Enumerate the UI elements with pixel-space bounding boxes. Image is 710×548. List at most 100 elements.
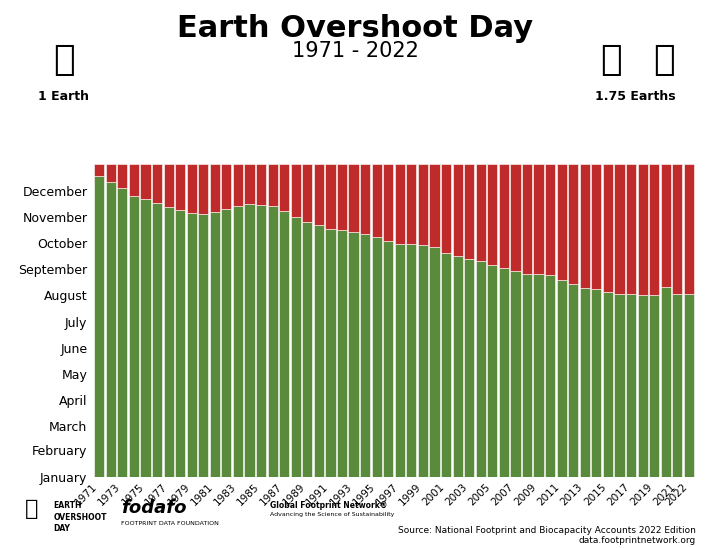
Bar bbox=[152, 203, 162, 477]
Bar bbox=[383, 241, 393, 477]
Bar bbox=[464, 164, 474, 259]
Bar bbox=[487, 164, 498, 265]
Bar bbox=[187, 213, 197, 477]
Bar bbox=[290, 164, 301, 218]
Bar bbox=[614, 294, 625, 477]
Bar bbox=[117, 164, 128, 187]
Text: FOOTPRINT DATA FOUNDATION: FOOTPRINT DATA FOUNDATION bbox=[121, 521, 219, 526]
Bar bbox=[487, 265, 498, 477]
Bar bbox=[117, 187, 128, 477]
Bar bbox=[499, 268, 509, 477]
Bar bbox=[533, 274, 544, 477]
Bar bbox=[349, 232, 359, 477]
Bar bbox=[314, 164, 324, 225]
Bar bbox=[209, 212, 220, 477]
Bar bbox=[557, 164, 567, 280]
Bar bbox=[198, 214, 208, 477]
Text: Global Footprint Network®: Global Footprint Network® bbox=[270, 501, 387, 510]
Bar bbox=[222, 209, 231, 477]
Bar bbox=[614, 164, 625, 294]
Bar bbox=[129, 164, 139, 196]
Bar bbox=[441, 253, 451, 477]
Bar bbox=[337, 164, 347, 230]
Bar bbox=[268, 164, 278, 207]
Bar bbox=[141, 198, 151, 477]
Bar bbox=[371, 164, 382, 237]
Bar bbox=[152, 164, 162, 203]
Bar bbox=[499, 164, 509, 268]
Bar bbox=[256, 164, 266, 204]
Bar bbox=[94, 176, 104, 477]
Bar bbox=[106, 164, 116, 181]
Bar bbox=[406, 164, 417, 244]
Bar bbox=[302, 164, 312, 222]
Bar bbox=[684, 294, 694, 477]
Bar bbox=[325, 164, 336, 229]
Bar bbox=[476, 164, 486, 261]
Bar bbox=[383, 164, 393, 241]
Bar bbox=[557, 280, 567, 477]
Bar bbox=[187, 164, 197, 213]
Bar bbox=[371, 237, 382, 477]
Bar bbox=[430, 164, 439, 247]
Bar bbox=[209, 164, 220, 212]
Bar bbox=[649, 295, 660, 477]
Bar bbox=[418, 245, 428, 477]
Bar bbox=[406, 244, 417, 477]
Bar bbox=[337, 230, 347, 477]
Bar bbox=[545, 164, 555, 275]
Text: 1971 - 2022: 1971 - 2022 bbox=[292, 41, 418, 61]
Text: fodafo: fodafo bbox=[121, 499, 186, 517]
Bar bbox=[638, 164, 648, 295]
Bar bbox=[522, 164, 532, 274]
Bar bbox=[545, 275, 555, 477]
Bar bbox=[198, 164, 208, 214]
Bar bbox=[175, 164, 185, 210]
Bar bbox=[649, 164, 660, 295]
Bar bbox=[314, 225, 324, 477]
Bar bbox=[360, 233, 370, 477]
Bar bbox=[233, 164, 243, 207]
Bar bbox=[522, 274, 532, 477]
Bar bbox=[464, 259, 474, 477]
Bar bbox=[591, 164, 601, 289]
Bar bbox=[660, 287, 671, 477]
Bar bbox=[395, 164, 405, 244]
Bar bbox=[603, 164, 613, 292]
Bar bbox=[660, 164, 671, 287]
Bar bbox=[290, 218, 301, 477]
Bar bbox=[533, 164, 544, 274]
Text: EARTH
OVERSHOOT
DAY: EARTH OVERSHOOT DAY bbox=[53, 501, 106, 533]
Bar bbox=[603, 292, 613, 477]
Bar bbox=[233, 207, 243, 477]
Text: 1 Earth: 1 Earth bbox=[38, 90, 89, 104]
Bar bbox=[418, 164, 428, 245]
Text: Source: National Footprint and Biocapacity Accounts 2022 Edition
data.footprintn: Source: National Footprint and Biocapaci… bbox=[398, 526, 696, 545]
Bar bbox=[510, 164, 520, 271]
Bar bbox=[476, 261, 486, 477]
Bar bbox=[175, 210, 185, 477]
Bar bbox=[302, 222, 312, 477]
Bar bbox=[441, 164, 451, 253]
Bar bbox=[626, 164, 636, 294]
Bar bbox=[325, 229, 336, 477]
Bar bbox=[279, 212, 289, 477]
Bar bbox=[568, 164, 579, 284]
Text: 🌗: 🌗 bbox=[653, 43, 674, 77]
Bar bbox=[106, 181, 116, 477]
Bar bbox=[279, 164, 289, 212]
Bar bbox=[638, 295, 648, 477]
Text: 1.75 Earths: 1.75 Earths bbox=[595, 90, 676, 104]
Bar bbox=[568, 284, 579, 477]
Bar bbox=[349, 164, 359, 232]
Bar bbox=[163, 207, 174, 477]
Bar bbox=[452, 256, 463, 477]
Bar bbox=[163, 164, 174, 207]
Bar bbox=[684, 164, 694, 294]
Bar bbox=[626, 294, 636, 477]
Bar bbox=[591, 289, 601, 477]
Text: 🌍: 🌍 bbox=[600, 43, 621, 77]
Bar bbox=[510, 271, 520, 477]
Bar bbox=[395, 244, 405, 477]
Bar bbox=[244, 164, 255, 204]
